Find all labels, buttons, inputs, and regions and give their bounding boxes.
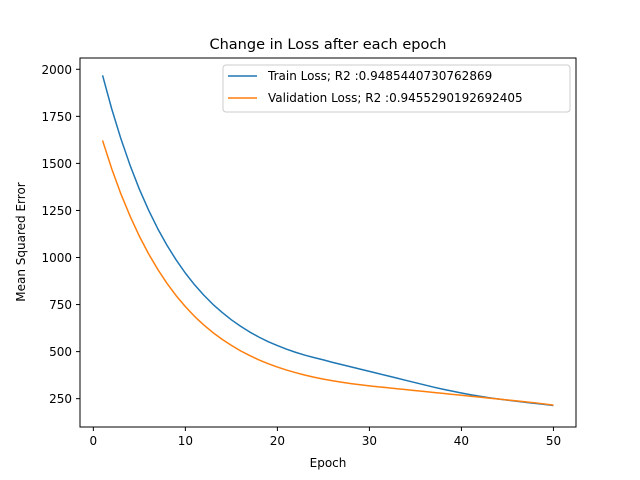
- y-tick-label: 500: [49, 345, 72, 359]
- y-axis-ticks: 250 500 750 1000 1250 1500 1750 2000: [41, 63, 80, 406]
- y-tick-label: 1750: [41, 110, 72, 124]
- series-lines: [101, 75, 554, 407]
- legend-box: [222, 64, 571, 113]
- y-tick-label: 250: [49, 392, 72, 406]
- x-tick-label: 50: [546, 434, 561, 448]
- series-line-train: [101, 75, 554, 407]
- series-line-validation: [101, 140, 554, 406]
- y-tick-label: 2000: [41, 63, 72, 77]
- x-tick-label: 10: [178, 434, 193, 448]
- x-tick-label: 30: [362, 434, 377, 448]
- chart-title: Change in Loss after each epoch: [209, 37, 446, 53]
- x-axis-ticks: 0 10 20 30 40 50: [90, 427, 561, 448]
- x-tick-label: 20: [270, 434, 285, 448]
- legend-label-train: Train Loss; R2 :0.9485440730762869: [267, 69, 492, 83]
- plot-frame: [79, 57, 577, 428]
- x-tick-label: 0: [90, 434, 98, 448]
- y-axis-label: Mean Squared Error: [14, 182, 28, 302]
- y-tick-label: 1250: [41, 204, 72, 218]
- y-tick-label: 750: [49, 298, 72, 312]
- x-tick-label: 40: [454, 434, 469, 448]
- plot-area: [80, 58, 576, 427]
- legend-label-validation: Validation Loss; R2 :0.9455290192692405: [268, 91, 523, 105]
- y-tick-label: 1000: [41, 251, 72, 265]
- y-tick-label: 1500: [41, 157, 72, 171]
- legend: Train Loss; R2 :0.9485440730762869 Valid…: [222, 64, 571, 113]
- x-axis-label: Epoch: [310, 456, 347, 470]
